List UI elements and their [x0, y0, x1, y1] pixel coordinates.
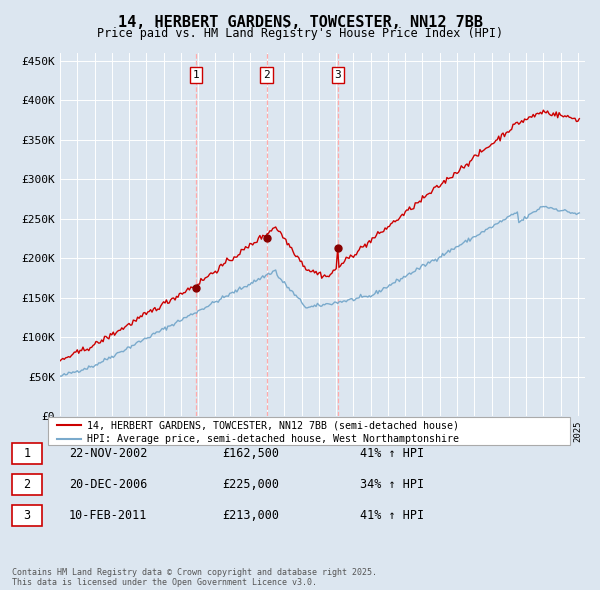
Text: 41% ↑ HPI: 41% ↑ HPI	[360, 447, 424, 460]
Text: 14, HERBERT GARDENS, TOWCESTER, NN12 7BB: 14, HERBERT GARDENS, TOWCESTER, NN12 7BB	[118, 15, 482, 30]
Text: £225,000: £225,000	[222, 478, 279, 491]
Text: £162,500: £162,500	[222, 447, 279, 460]
Text: 2: 2	[23, 478, 31, 491]
Text: 20-DEC-2006: 20-DEC-2006	[69, 478, 148, 491]
Text: 1: 1	[23, 447, 31, 460]
Text: £213,000: £213,000	[222, 509, 279, 522]
Text: 1: 1	[193, 70, 200, 80]
Text: 34% ↑ HPI: 34% ↑ HPI	[360, 478, 424, 491]
Text: 10-FEB-2011: 10-FEB-2011	[69, 509, 148, 522]
Text: 22-NOV-2002: 22-NOV-2002	[69, 447, 148, 460]
Text: 41% ↑ HPI: 41% ↑ HPI	[360, 509, 424, 522]
Text: 3: 3	[335, 70, 341, 80]
Text: Price paid vs. HM Land Registry's House Price Index (HPI): Price paid vs. HM Land Registry's House …	[97, 27, 503, 40]
Text: Contains HM Land Registry data © Crown copyright and database right 2025.
This d: Contains HM Land Registry data © Crown c…	[12, 568, 377, 587]
Text: HPI: Average price, semi-detached house, West Northamptonshire: HPI: Average price, semi-detached house,…	[87, 434, 459, 444]
Text: 2: 2	[263, 70, 270, 80]
Text: 14, HERBERT GARDENS, TOWCESTER, NN12 7BB (semi-detached house): 14, HERBERT GARDENS, TOWCESTER, NN12 7BB…	[87, 420, 459, 430]
Text: 3: 3	[23, 509, 31, 522]
